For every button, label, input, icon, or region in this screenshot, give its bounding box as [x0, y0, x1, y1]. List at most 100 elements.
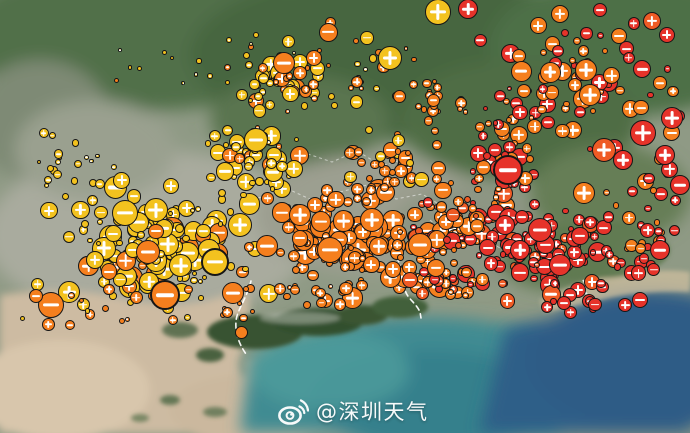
station-marker	[653, 219, 661, 227]
station-marker	[291, 230, 308, 247]
station-marker	[638, 253, 650, 264]
station-marker	[669, 194, 681, 206]
station-marker	[462, 109, 469, 115]
station-marker	[470, 219, 485, 233]
station-marker	[475, 159, 492, 175]
station-marker	[225, 80, 231, 86]
station-marker	[137, 230, 146, 239]
station-marker	[306, 269, 319, 282]
station-marker	[317, 237, 343, 263]
station-marker	[283, 292, 292, 301]
station-marker	[427, 93, 441, 107]
station-marker	[613, 263, 622, 271]
station-marker	[560, 28, 569, 37]
station-marker	[52, 169, 63, 180]
station-marker	[461, 291, 469, 299]
station-marker	[293, 66, 307, 80]
station-marker	[533, 261, 540, 268]
station-marker	[305, 50, 322, 67]
station-marker	[539, 61, 561, 83]
station-marker	[264, 99, 275, 110]
station-marker	[250, 308, 256, 314]
station-marker	[483, 105, 489, 111]
station-marker	[650, 240, 670, 260]
station-marker	[403, 46, 409, 51]
station-marker	[255, 177, 264, 186]
station-marker	[249, 79, 260, 90]
station-marker	[495, 215, 515, 235]
station-marker	[301, 102, 309, 110]
station-marker	[627, 17, 640, 30]
station-marker	[181, 80, 186, 86]
station-marker	[394, 148, 401, 155]
station-marker	[169, 253, 193, 278]
station-marker	[287, 250, 300, 263]
station-marker	[112, 200, 138, 226]
station-marker	[89, 158, 94, 164]
station-marker	[630, 265, 647, 281]
station-marker	[273, 79, 279, 85]
station-marker	[353, 147, 363, 157]
station-marker	[162, 49, 168, 56]
islands	[131, 296, 428, 422]
station-marker	[87, 194, 99, 207]
station-marker	[244, 128, 268, 152]
station-marker	[391, 239, 404, 251]
watermark: @深圳天气	[278, 396, 429, 426]
station-marker	[350, 182, 364, 196]
station-marker	[143, 198, 168, 223]
station-marker	[633, 99, 649, 116]
station-marker	[500, 251, 507, 258]
station-marker	[349, 95, 364, 109]
station-marker	[275, 248, 285, 257]
station-marker	[326, 62, 332, 69]
station-marker	[195, 206, 202, 213]
station-marker	[493, 155, 523, 185]
station-marker	[348, 85, 354, 92]
station-marker	[640, 222, 656, 238]
station-marker	[293, 137, 299, 143]
station-marker	[253, 31, 260, 38]
station-marker	[603, 189, 611, 197]
station-marker	[248, 97, 254, 103]
station-marker	[661, 107, 683, 129]
station-marker	[190, 208, 196, 214]
station-marker	[196, 223, 211, 239]
station-marker	[528, 218, 552, 242]
station-marker	[333, 298, 347, 311]
station-marker	[62, 230, 76, 243]
station-marker	[384, 261, 402, 278]
station-marker	[626, 185, 638, 197]
station-marker	[577, 45, 590, 57]
station-marker	[425, 0, 451, 25]
station-marker	[119, 317, 126, 324]
station-marker	[174, 223, 184, 233]
station-marker	[484, 119, 493, 128]
station-marker	[555, 123, 570, 139]
station-marker	[360, 31, 374, 45]
station-marker	[358, 267, 366, 274]
station-marker	[127, 65, 133, 70]
station-marker	[193, 72, 199, 77]
station-marker	[589, 231, 600, 242]
station-marker	[136, 240, 160, 264]
station-marker	[248, 41, 253, 46]
station-marker	[461, 266, 472, 278]
station-marker	[483, 255, 499, 271]
station-marker	[530, 274, 538, 283]
station-marker	[249, 179, 256, 186]
station-marker	[261, 192, 274, 205]
station-marker	[573, 182, 595, 204]
station-marker	[602, 211, 615, 223]
station-marker	[452, 196, 464, 207]
station-marker	[103, 283, 115, 296]
station-marker	[562, 207, 570, 215]
station-marker	[258, 72, 270, 84]
station-marker	[549, 254, 571, 276]
station-marker	[510, 263, 530, 283]
station-marker	[407, 207, 423, 223]
station-marker	[198, 295, 204, 301]
station-marker	[183, 314, 191, 322]
station-marker	[201, 248, 229, 276]
station-marker	[622, 51, 635, 64]
